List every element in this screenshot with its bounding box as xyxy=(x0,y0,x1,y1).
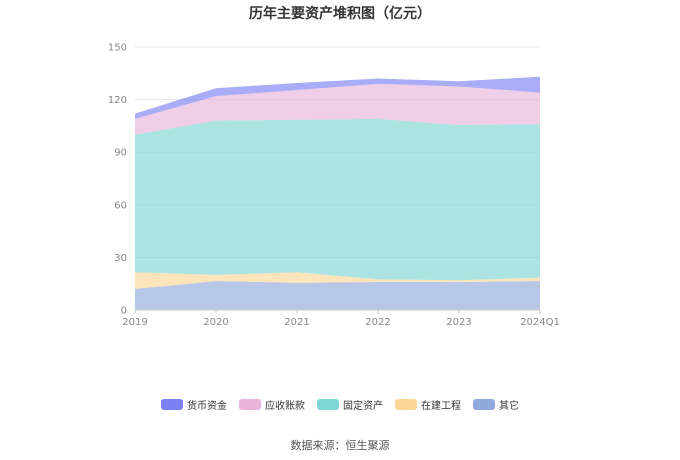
x-tick-label: 2022 xyxy=(365,317,390,328)
legend-label: 在建工程 xyxy=(421,401,461,412)
x-tick-label: 2023 xyxy=(446,317,471,328)
legend-swatch xyxy=(239,399,261,410)
legend-label: 固定资产 xyxy=(343,401,383,412)
plot-area: 0 30 60 90 120 150 2019 2020 2021 2022 2023 2024Q1 xyxy=(108,43,560,329)
legend-swatch xyxy=(317,399,339,410)
x-tick-label: 2019 xyxy=(122,317,147,328)
area-series-4 xyxy=(135,76,540,119)
legend-item[interactable]: 货币资金 xyxy=(161,397,227,412)
legend-swatch xyxy=(395,399,417,410)
legend-swatch xyxy=(161,399,183,410)
y-tick-label: 0 xyxy=(121,306,127,317)
legend-swatch xyxy=(473,399,495,410)
area-series-1 xyxy=(135,272,540,289)
y-tick-label: 150 xyxy=(108,43,127,54)
y-tick-label: 90 xyxy=(114,148,127,159)
x-tick-label: 2024Q1 xyxy=(520,317,560,328)
x-tick-label: 2021 xyxy=(284,317,309,328)
legend-label: 其它 xyxy=(499,401,519,412)
data-source-note: 数据来源：恒生聚源 xyxy=(290,439,390,452)
y-tick-label: 60 xyxy=(114,200,127,211)
legend-label: 货币资金 xyxy=(187,401,227,412)
legend-item[interactable]: 固定资产 xyxy=(317,397,383,412)
y-tick-label: 30 xyxy=(114,253,127,264)
y-tick-label: 120 xyxy=(108,95,127,106)
area-series-3 xyxy=(135,83,540,135)
x-tick-label: 2020 xyxy=(203,317,228,328)
legend-label: 应收账款 xyxy=(265,401,305,412)
legend: 货币资金 应收账款 固定资产 在建工程 其它 xyxy=(0,397,680,412)
area-series-0 xyxy=(135,281,540,310)
area-series-2 xyxy=(135,118,540,281)
chart-title: 历年主要资产堆积图（亿元） xyxy=(249,6,431,22)
legend-item[interactable]: 其它 xyxy=(473,397,519,412)
legend-item[interactable]: 应收账款 xyxy=(239,397,305,412)
legend-item[interactable]: 在建工程 xyxy=(395,397,461,412)
